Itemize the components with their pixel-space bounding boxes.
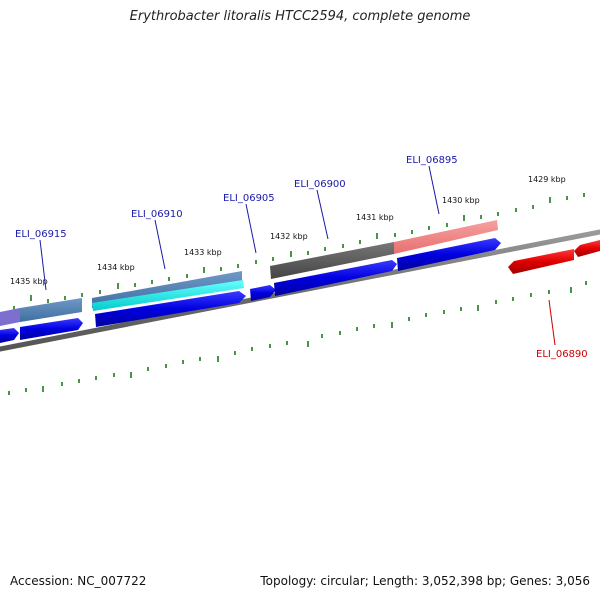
gene-label-eli-06900[interactable]: ELI_06900	[294, 179, 346, 190]
lower-tick-row	[8, 281, 587, 395]
gene-arrow-eli-06910[interactable]	[95, 291, 246, 327]
feature-bar-gray	[270, 242, 394, 279]
reverse-genes	[508, 240, 600, 274]
feature-bar-steel-left	[20, 298, 82, 322]
kbp-label-1430: 1430 kbp	[442, 196, 480, 205]
feature-bar-pink	[394, 220, 498, 254]
kbp-label-1433: 1433 kbp	[184, 248, 222, 257]
feature-bar-purple	[0, 308, 20, 326]
kbp-label-1432: 1432 kbp	[270, 232, 308, 241]
gene-arrow-eli-06890[interactable]	[508, 249, 574, 274]
gene-label-eli-06905[interactable]: ELI_06905	[223, 193, 275, 204]
upper-tick-row	[13, 193, 585, 310]
gene-arrow-eli-06920[interactable]	[0, 328, 19, 343]
kbp-label-1434: 1434 kbp	[97, 263, 135, 272]
gene-arrow-eli-06915[interactable]	[20, 318, 83, 340]
gene-arrow-eli-06885[interactable]	[574, 240, 600, 257]
gene-label-eli-06910[interactable]: ELI_06910	[131, 209, 183, 220]
feature-bar-cyan	[92, 280, 244, 311]
gene-arrow-eli-06905[interactable]	[250, 285, 276, 301]
forward-genes	[0, 238, 501, 343]
topology-text: Topology: circular; Length: 3,052,398 bp…	[260, 574, 590, 588]
accession-text: Accession: NC_007722	[10, 574, 147, 588]
gene-label-eli-06895[interactable]: ELI_06895	[406, 155, 458, 166]
genome-title: Erythrobacter litoralis HTCC2594, comple…	[129, 9, 471, 24]
gene-label-eli-06890[interactable]: ELI_06890	[536, 349, 588, 360]
kbp-label-1435: 1435 kbp	[10, 277, 48, 286]
gene-leader-lines	[39, 165, 556, 346]
kbp-label-1429: 1429 kbp	[528, 175, 566, 184]
kbp-label-1431: 1431 kbp	[356, 213, 394, 222]
gene-arrow-eli-06900[interactable]	[274, 260, 397, 296]
feature-track	[0, 220, 498, 326]
gene-arrow-eli-06895[interactable]	[397, 238, 501, 271]
gene-label-eli-06915[interactable]: ELI_06915	[15, 229, 67, 240]
